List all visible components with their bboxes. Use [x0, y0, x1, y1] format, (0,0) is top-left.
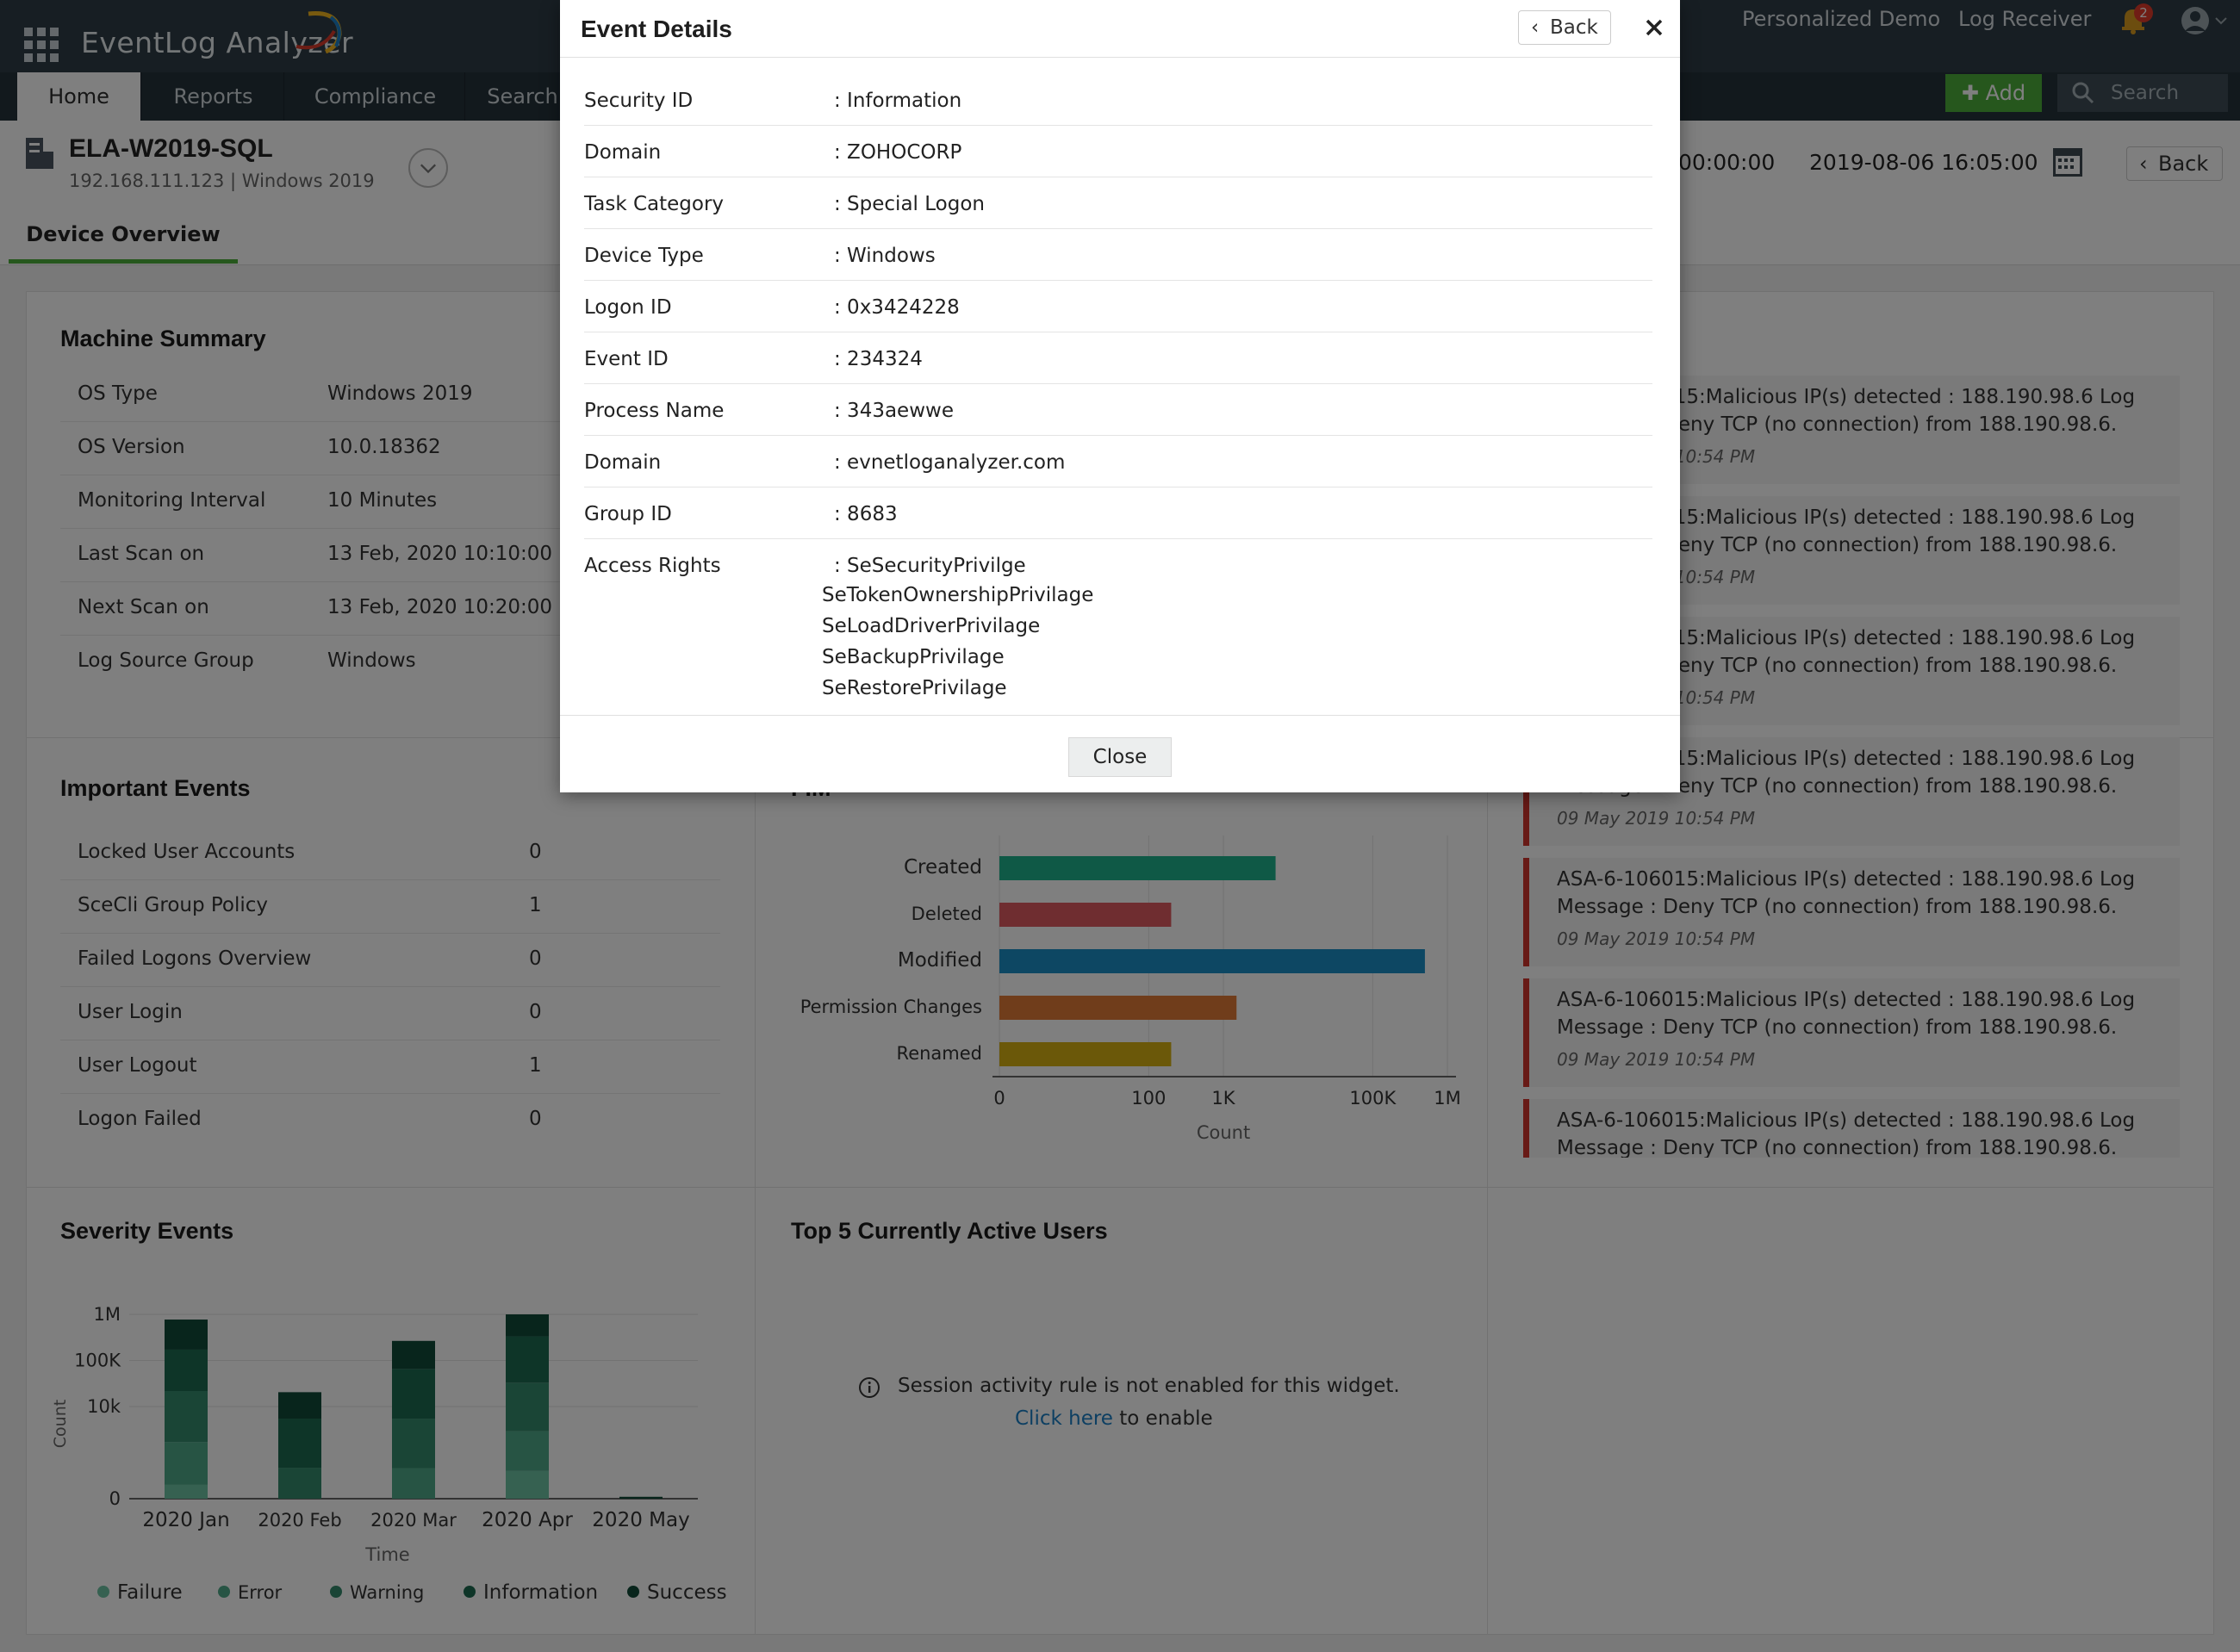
access-rights-row: Access Rights : SeSecurityPrivilge: [584, 555, 1026, 577]
detail-row: Event ID: 234324: [584, 332, 1652, 384]
access-right-item: SeTokenOwnershipPrivilage: [822, 584, 1094, 606]
detail-row: Security ID: Information: [584, 74, 1652, 126]
close-icon[interactable]: [1637, 10, 1671, 45]
modal-title: Event Details: [581, 16, 732, 42]
close-button[interactable]: Close: [1068, 737, 1172, 777]
detail-row: Logon ID: 0x3424228: [584, 281, 1652, 332]
detail-row: Domain: ZOHOCORP: [584, 126, 1652, 177]
chevron-left-icon: ‹: [1531, 16, 1540, 39]
access-right-item: SeRestorePrivilage: [822, 677, 1007, 699]
detail-row: Process Name: 343aewwe: [584, 384, 1652, 436]
modal-divider: [560, 57, 1680, 58]
modal-footer-divider: [560, 715, 1680, 716]
access-right-item: SeBackupPrivilage: [822, 646, 1005, 668]
detail-row: Domain: evnetloganalyzer.com: [584, 436, 1652, 488]
detail-row: Task Category: Special Logon: [584, 177, 1652, 229]
detail-row: Device Type: Windows: [584, 229, 1652, 281]
detail-row: Group ID: 8683: [584, 488, 1652, 539]
access-right-item: SeLoadDriverPrivilage: [822, 615, 1041, 637]
modal-back-button[interactable]: ‹ Back: [1518, 10, 1611, 45]
event-details-modal: Event Details ‹ Back Security ID: Inform…: [560, 0, 1680, 792]
